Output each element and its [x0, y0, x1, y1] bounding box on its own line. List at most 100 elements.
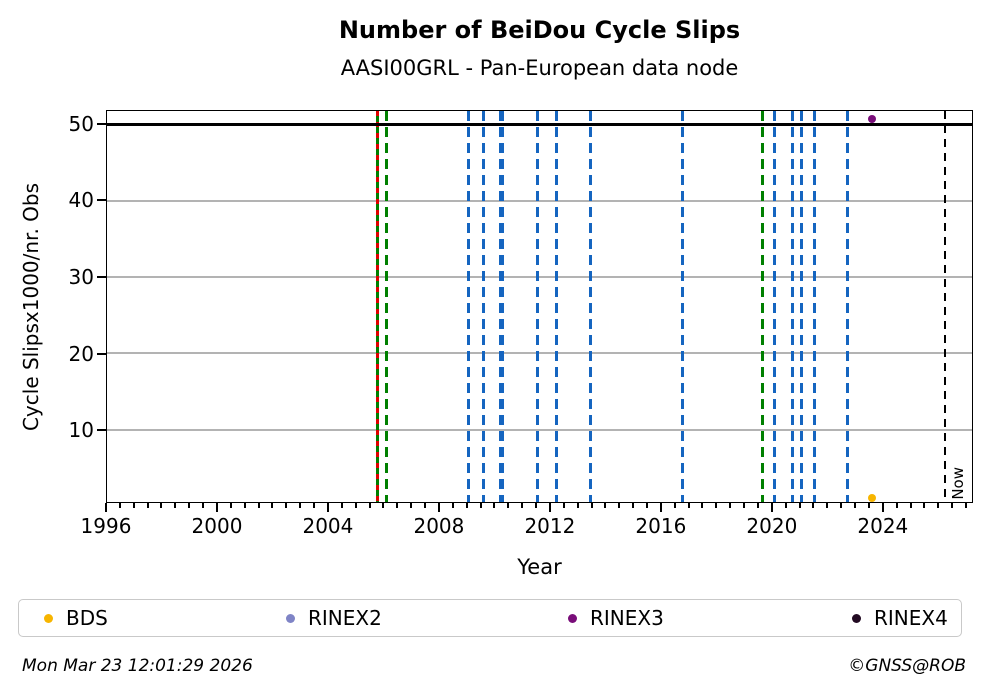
- x-minor-tick: [396, 503, 399, 508]
- x-minor-tick: [854, 503, 857, 508]
- x-minor-tick: [313, 503, 316, 508]
- x-major-tick: [881, 503, 884, 512]
- y-tick-label: 40: [68, 188, 94, 213]
- event-line: [791, 111, 795, 502]
- x-minor-tick: [465, 503, 468, 508]
- event-line: [536, 111, 540, 502]
- x-minor-tick: [784, 503, 787, 508]
- x-minor-tick: [632, 503, 635, 508]
- x-minor-tick: [937, 503, 940, 508]
- y-major-tick: [97, 276, 106, 278]
- data-point-rinex3: [868, 114, 877, 123]
- x-minor-tick: [646, 503, 648, 508]
- x-minor-tick: [118, 503, 121, 508]
- x-minor-tick: [354, 503, 357, 508]
- event-line: [555, 111, 559, 502]
- x-minor-tick: [951, 503, 954, 508]
- x-tick-label: 2008: [413, 514, 465, 538]
- event-line: [799, 111, 803, 502]
- x-minor-tick: [729, 503, 732, 508]
- rinex3-marker-icon: [568, 613, 577, 623]
- legend-label: BDS: [66, 606, 108, 630]
- x-major-tick: [215, 503, 218, 512]
- x-minor-tick: [701, 503, 704, 508]
- legend-label: RINEX3: [590, 606, 664, 630]
- x-minor-tick: [493, 503, 496, 508]
- event-line: [375, 111, 379, 502]
- chart-title: Number of BeiDou Cycle Slips: [338, 16, 741, 44]
- y-gridline: [107, 199, 972, 202]
- x-major-tick: [326, 503, 329, 512]
- x-minor-tick: [909, 503, 912, 508]
- x-minor-tick: [562, 503, 565, 508]
- x-tick-label: 2012: [524, 514, 576, 538]
- event-line: [681, 111, 685, 502]
- chart-subtitle: AASI00GRL - Pan-European data node: [340, 56, 739, 80]
- event-line: [498, 111, 504, 502]
- x-major-tick: [770, 503, 773, 512]
- x-minor-tick: [604, 503, 607, 508]
- x-minor-tick: [826, 503, 829, 508]
- x-minor-tick: [257, 503, 260, 508]
- y-gridline: [107, 352, 972, 355]
- x-tick-label: 2024: [857, 514, 909, 538]
- x-minor-tick: [507, 503, 510, 508]
- legend-item-rinex4: RINEX4: [852, 600, 948, 636]
- x-minor-tick: [521, 503, 524, 508]
- legend-label: RINEX4: [874, 606, 948, 630]
- event-line: [384, 111, 388, 502]
- plot-timestamp: Mon Mar 23 12:01:29 2026: [22, 656, 253, 676]
- x-minor-tick: [840, 503, 843, 508]
- y-tick-label: 10: [68, 418, 94, 443]
- rinex4-marker-icon: [852, 613, 861, 623]
- event-line-overlay: [375, 111, 379, 502]
- legend-box: BDS RINEX2 RINEX3 RINEX4: [18, 599, 962, 637]
- y-major-tick: [97, 122, 106, 125]
- legend-label: RINEX2: [308, 606, 382, 630]
- x-minor-tick: [340, 503, 343, 508]
- x-minor-tick: [229, 503, 232, 508]
- x-tick-label: 1996: [80, 514, 132, 538]
- y-major-tick: [97, 199, 106, 202]
- x-minor-tick: [576, 503, 579, 508]
- x-minor-tick: [965, 503, 968, 508]
- event-line: [466, 111, 470, 502]
- event-line: [760, 111, 764, 502]
- x-minor-tick: [867, 503, 870, 508]
- y-gridline: [107, 428, 972, 431]
- legend-item-rinex3: RINEX3: [568, 600, 664, 636]
- x-minor-tick: [382, 503, 385, 508]
- x-minor-tick: [146, 503, 149, 508]
- x-tick-label: 2020: [746, 514, 798, 538]
- x-minor-tick: [160, 503, 163, 508]
- x-minor-tick: [756, 503, 759, 508]
- y-major-tick: [97, 429, 106, 432]
- y-gridline: [107, 276, 972, 279]
- event-line: [772, 111, 776, 502]
- copyright-credit: ©GNSS@ROB: [848, 656, 966, 676]
- x-minor-tick: [812, 503, 815, 508]
- y-axis-label: Cycle Slipsx1000/nr. Obs: [19, 182, 43, 432]
- x-major-tick: [548, 503, 551, 512]
- x-minor-tick: [590, 503, 593, 508]
- legend-item-bds: BDS: [44, 600, 108, 636]
- x-minor-tick: [895, 503, 898, 508]
- x-minor-tick: [174, 503, 177, 508]
- event-line: [845, 111, 849, 502]
- x-minor-tick: [618, 503, 621, 508]
- y-tick-label: 50: [68, 111, 94, 136]
- x-minor-tick: [299, 503, 302, 508]
- now-line: [943, 111, 947, 502]
- x-minor-tick: [715, 503, 718, 508]
- x-minor-tick: [424, 503, 427, 508]
- plot-area: Now: [106, 110, 973, 503]
- x-minor-tick: [673, 503, 676, 508]
- x-minor-tick: [243, 503, 246, 508]
- x-tick-label: 2004: [302, 514, 354, 538]
- x-minor-tick: [798, 503, 801, 508]
- x-minor-tick: [202, 503, 205, 508]
- x-minor-tick: [451, 503, 454, 508]
- y-major-tick: [97, 352, 106, 355]
- x-minor-tick: [285, 503, 288, 508]
